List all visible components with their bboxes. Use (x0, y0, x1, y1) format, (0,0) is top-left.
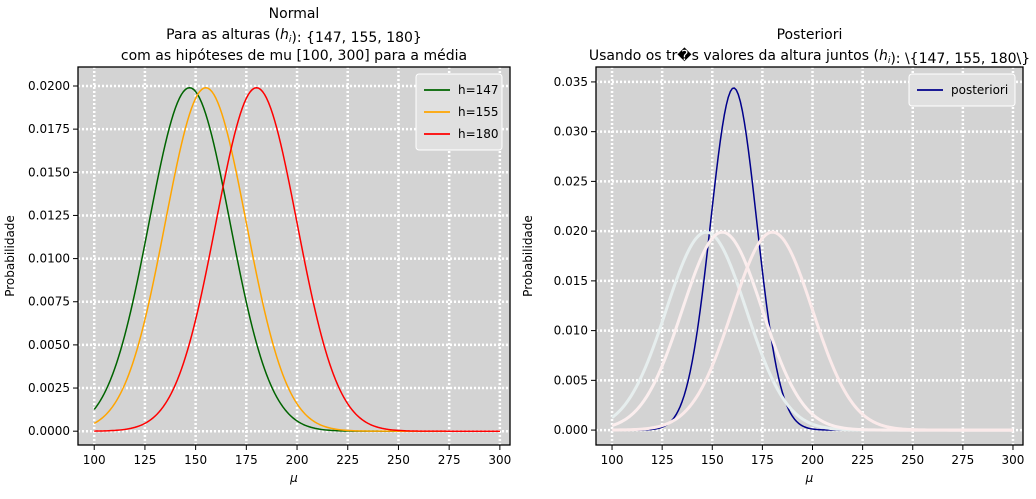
y-tick-label: 0.0050 (28, 338, 70, 352)
legend-label: h=147 (458, 83, 499, 97)
chart-title-line: Para as alturas (hi): {147, 155, 180} (166, 27, 422, 46)
x-tick-label: 275 (438, 453, 461, 467)
legend-box (908, 73, 1016, 107)
x-tick-label: 300 (1002, 453, 1025, 467)
legend-label: posteriori (951, 83, 1008, 97)
chart-left: Normal Para as alturas (hi): {147, 155, 1… (3, 6, 511, 485)
x-axis-label: μ (805, 471, 814, 485)
y-tick-label: 0.0025 (28, 381, 70, 395)
x-tick-label: 175 (751, 453, 774, 467)
x-tick-label: 100 (601, 453, 624, 467)
x-tick-label: 250 (901, 453, 924, 467)
y-tick-label: 0.0150 (28, 165, 70, 179)
y-tick-label: 0.005 (554, 373, 588, 387)
x-axis-label: μ (289, 471, 298, 485)
y-axis-label: Probabilidade (521, 215, 535, 297)
x-tick-label: 100 (83, 453, 106, 467)
x-tick-label: 200 (801, 453, 824, 467)
y-tick-label: 0.0075 (28, 295, 70, 309)
y-tick-label: 0.030 (554, 125, 588, 139)
series-line-h180 (94, 86, 500, 432)
x-tick-label: 225 (851, 453, 874, 467)
x-tick-label: 150 (701, 453, 724, 467)
x-tick-label: 275 (951, 453, 974, 467)
x-tick-label: 125 (133, 453, 156, 467)
y-tick-label: 0.000 (554, 423, 588, 437)
x-tick-label: 300 (488, 453, 511, 467)
plot-frame (595, 66, 1024, 446)
series-line-faint (612, 230, 1013, 432)
legend-box (415, 73, 503, 151)
y-tick-label: 0.025 (554, 174, 588, 188)
chart-title-line: Posteriori (777, 27, 843, 43)
y-tick-label: 0.010 (554, 324, 588, 338)
x-tick-label: 175 (235, 453, 258, 467)
x-tick-label: 200 (286, 453, 309, 467)
chart-title-line: Normal (269, 6, 320, 22)
y-tick-label: 0.035 (554, 75, 588, 89)
chart-title-line: Usando os tr�s valores da altura juntos … (589, 47, 1030, 67)
x-tick-label: 125 (651, 453, 674, 467)
plot-frame (77, 66, 511, 446)
x-tick-label: 250 (387, 453, 410, 467)
legend-label: h=180 (458, 127, 499, 141)
y-axis-label: Probabilidade (3, 215, 17, 297)
y-tick-label: 0.0100 (28, 252, 70, 266)
y-tick-label: 0.0000 (28, 424, 70, 438)
chart-right: Posteriori Usando os tr�s valores da altu… (521, 27, 1030, 485)
y-tick-label: 0.020 (554, 224, 588, 238)
y-tick-label: 0.0125 (28, 208, 70, 222)
y-tick-label: 0.015 (554, 274, 588, 288)
x-tick-label: 225 (336, 453, 359, 467)
chart-title-line: com as hipóteses de mu [100, 300] para a… (121, 48, 467, 64)
plot-area (596, 67, 1023, 445)
legend-label: h=155 (458, 105, 499, 119)
y-tick-label: 0.0200 (28, 79, 70, 93)
x-tick-label: 150 (184, 453, 207, 467)
y-tick-label: 0.0175 (28, 122, 70, 136)
